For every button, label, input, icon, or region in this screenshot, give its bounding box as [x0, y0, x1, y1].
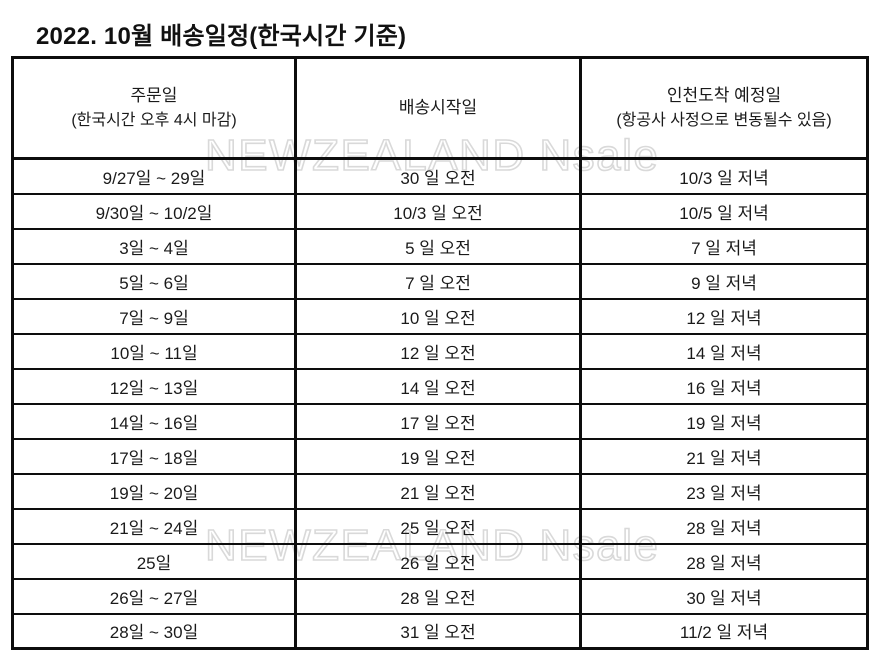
ship-date-cell: 14 일 오전 — [294, 367, 582, 405]
table-row: 25일 26 일 오전 28 일 저녁 — [11, 542, 869, 580]
table-row: 5일 ~ 6일 7 일 오전 9 일 저녁 — [11, 262, 869, 300]
arrival-date-cell: 14 일 저녁 — [579, 332, 869, 370]
ship-date-cell: 10 일 오전 — [294, 297, 582, 335]
header-arrival-date-title: 인천도착 예정일 — [666, 86, 782, 105]
order-date-cell: 7일 ~ 9일 — [11, 297, 297, 335]
order-date-cell: 21일 ~ 24일 — [11, 507, 297, 545]
order-date-cell: 28일 ~ 30일 — [11, 612, 297, 650]
order-date-cell: 25일 — [11, 542, 297, 580]
arrival-date-cell: 28 일 저녁 — [579, 542, 869, 580]
arrival-date-cell: 7 일 저녁 — [579, 227, 869, 265]
table-row: 17일 ~ 18일 19 일 오전 21 일 저녁 — [11, 437, 869, 475]
table-row: 3일 ~ 4일 5 일 오전 7 일 저녁 — [11, 227, 869, 265]
header-arrival-date-note: (항공사 사정으로 변동될수 있음) — [616, 112, 832, 129]
order-date-cell: 17일 ~ 18일 — [11, 437, 297, 475]
order-date-cell: 9/27일 ~ 29일 — [11, 157, 297, 195]
arrival-date-cell: 30 일 저녁 — [579, 577, 869, 615]
ship-date-cell: 10/3 일 오전 — [294, 192, 582, 230]
ship-date-cell: 12 일 오전 — [294, 332, 582, 370]
order-date-cell: 3일 ~ 4일 — [11, 227, 297, 265]
arrival-date-cell: 12 일 저녁 — [579, 297, 869, 335]
table-row: 7일 ~ 9일 10 일 오전 12 일 저녁 — [11, 297, 869, 335]
arrival-date-cell: 11/2 일 저녁 — [579, 612, 869, 650]
table-row: 28일 ~ 30일 31 일 오전 11/2 일 저녁 — [11, 612, 869, 650]
order-date-cell: 10일 ~ 11일 — [11, 332, 297, 370]
arrival-date-cell: 16 일 저녁 — [579, 367, 869, 405]
header-order-date-note: (한국시간 오후 4시 마감) — [71, 112, 237, 129]
ship-date-cell: 21 일 오전 — [294, 472, 582, 510]
table-row: 12일 ~ 13일 14 일 오전 16 일 저녁 — [11, 367, 869, 405]
table-row: 19일 ~ 20일 21 일 오전 23 일 저녁 — [11, 472, 869, 510]
ship-date-cell: 26 일 오전 — [294, 542, 582, 580]
order-date-cell: 19일 ~ 20일 — [11, 472, 297, 510]
ship-date-cell: 30 일 오전 — [294, 157, 582, 195]
arrival-date-cell: 21 일 저녁 — [579, 437, 869, 475]
table-row: 21일 ~ 24일 25 일 오전 28 일 저녁 — [11, 507, 869, 545]
arrival-date-cell: 10/3 일 저녁 — [579, 157, 869, 195]
table-row: 26일 ~ 27일 28 일 오전 30 일 저녁 — [11, 577, 869, 615]
arrival-date-cell: 10/5 일 저녁 — [579, 192, 869, 230]
arrival-date-cell: 23 일 저녁 — [579, 472, 869, 510]
header-ship-date: 배송시작일 — [294, 56, 582, 160]
table-row: 9/27일 ~ 29일 30 일 오전 10/3 일 저녁 — [11, 157, 869, 195]
header-row: 주문일 (한국시간 오후 4시 마감) 배송시작일 인천도착 예정일 (항공사 … — [11, 56, 869, 160]
header-order-date: 주문일 (한국시간 오후 4시 마감) — [11, 56, 297, 160]
order-date-cell: 5일 ~ 6일 — [11, 262, 297, 300]
table-row: 10일 ~ 11일 12 일 오전 14 일 저녁 — [11, 332, 869, 370]
header-order-date-title: 주문일 — [130, 86, 178, 105]
page-title: 2022. 10월 배송일정(한국시간 기준) — [36, 23, 407, 50]
table-body: 9/27일 ~ 29일 30 일 오전 10/3 일 저녁 9/30일 ~ 10… — [11, 157, 869, 650]
ship-date-cell: 25 일 오전 — [294, 507, 582, 545]
arrival-date-cell: 19 일 저녁 — [579, 402, 869, 440]
arrival-date-cell: 9 일 저녁 — [579, 262, 869, 300]
ship-date-cell: 5 일 오전 — [294, 227, 582, 265]
delivery-schedule-table: 주문일 (한국시간 오후 4시 마감) 배송시작일 인천도착 예정일 (항공사 … — [11, 56, 869, 650]
ship-date-cell: 28 일 오전 — [294, 577, 582, 615]
ship-date-cell: 31 일 오전 — [294, 612, 582, 650]
order-date-cell: 26일 ~ 27일 — [11, 577, 297, 615]
order-date-cell: 12일 ~ 13일 — [11, 367, 297, 405]
ship-date-cell: 19 일 오전 — [294, 437, 582, 475]
ship-date-cell: 17 일 오전 — [294, 402, 582, 440]
order-date-cell: 14일 ~ 16일 — [11, 402, 297, 440]
ship-date-cell: 7 일 오전 — [294, 262, 582, 300]
table-row: 9/30일 ~ 10/2일 10/3 일 오전 10/5 일 저녁 — [11, 192, 869, 230]
table-row: 14일 ~ 16일 17 일 오전 19 일 저녁 — [11, 402, 869, 440]
order-date-cell: 9/30일 ~ 10/2일 — [11, 192, 297, 230]
table-header: 주문일 (한국시간 오후 4시 마감) 배송시작일 인천도착 예정일 (항공사 … — [11, 56, 869, 160]
arrival-date-cell: 28 일 저녁 — [579, 507, 869, 545]
header-arrival-date: 인천도착 예정일 (항공사 사정으로 변동될수 있음) — [579, 56, 869, 160]
header-ship-date-title: 배송시작일 — [398, 98, 478, 117]
